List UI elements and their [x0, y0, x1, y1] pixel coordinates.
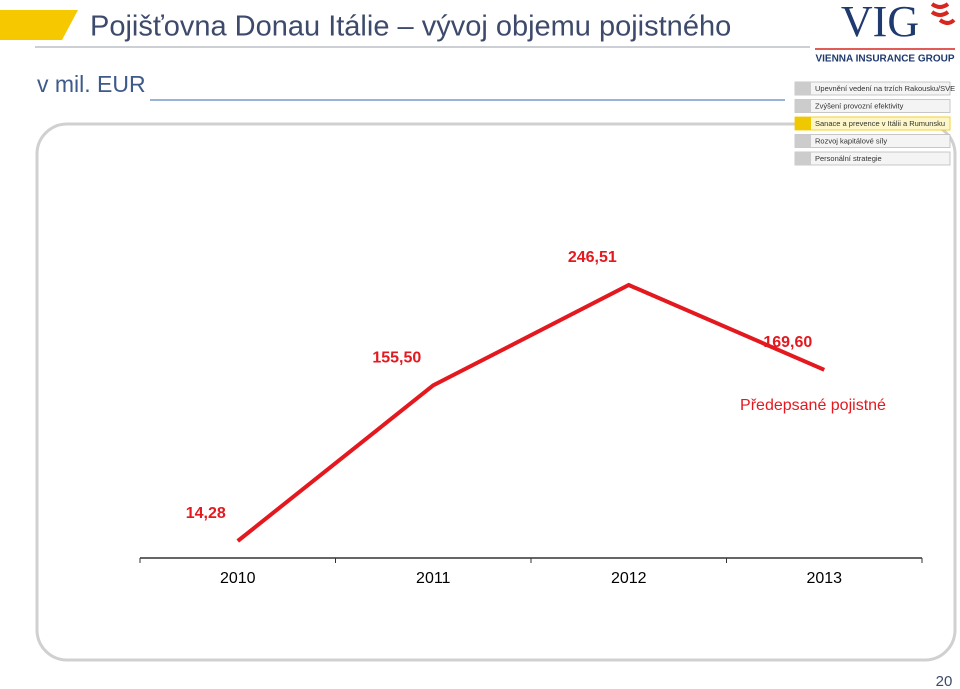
data-label: 169,60	[763, 334, 812, 351]
logo: VIG	[841, 0, 919, 46]
page-number: 20	[936, 673, 953, 689]
menu: Upevnění vedení na trzích Rakousku/SVE Zv…	[794, 81, 955, 166]
logo-subtitle: VIENNA INSURANCE GROUP	[815, 54, 954, 65]
menu-item: Sanace a prevence v Itálii a Rumunsku	[815, 119, 945, 128]
chart: 2010 2011 2012 2013 14,28 155,50 246,51 169,60 P…	[139, 249, 923, 587]
menu-icon	[795, 117, 811, 130]
x-tick-label: 2010	[220, 570, 256, 587]
x-tick-label: 2013	[806, 570, 842, 587]
logo-mark	[930, 2, 956, 25]
data-label: 155,50	[372, 350, 421, 367]
menu-item: Rozvoj kapitálové síly	[815, 136, 887, 145]
x-tick-label: 2012	[611, 570, 647, 587]
menu-item: Zvýšení provozní efektivity	[815, 101, 904, 110]
menu-icon	[795, 99, 811, 113]
x-tick-label: 2011	[416, 570, 451, 587]
data-label: 14,28	[186, 505, 226, 522]
menu-icon	[795, 152, 811, 165]
slide-title: Pojišťovna Donau Itálie – vývoj objemu p…	[90, 11, 731, 43]
accent	[0, 10, 78, 40]
menu-icon	[795, 82, 811, 95]
line	[236, 282, 826, 543]
chart-panel	[35, 122, 957, 662]
unit-label: v mil. EUR	[37, 71, 146, 97]
legend-label: Předepsané pojistné	[740, 397, 886, 414]
menu-icon	[795, 134, 811, 148]
data-label: 246,51	[568, 249, 617, 266]
menu-item: Upevnění vedení na trzích Rakousku/SVE	[815, 84, 955, 93]
menu-item: Personální strategie	[815, 154, 882, 163]
